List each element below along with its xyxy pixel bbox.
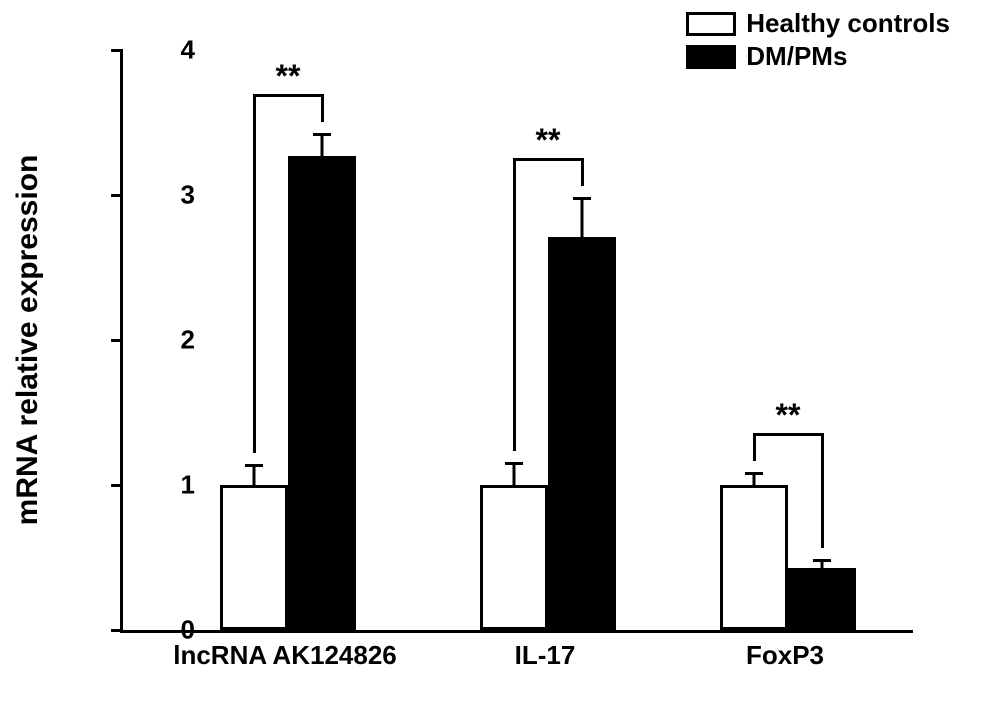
y-tick [111, 194, 123, 197]
significance-label: ** [276, 58, 301, 95]
errorbar-cap [245, 464, 263, 467]
y-tick-label: 1 [181, 470, 195, 501]
sig-bracket-left [753, 433, 756, 461]
errorbar-cap [745, 472, 763, 475]
plot-area: ** ** ** [120, 50, 913, 633]
significance-label: ** [776, 397, 801, 434]
sig-bracket-right [581, 158, 584, 186]
sig-bracket-right [821, 433, 824, 548]
errorbar-cap [313, 133, 331, 136]
bar-healthy-1 [480, 485, 548, 630]
legend-label: Healthy controls [746, 8, 950, 39]
bar-healthy-0 [220, 485, 288, 630]
bar-dmpm-1 [548, 237, 616, 630]
sig-bracket-right [321, 94, 324, 122]
y-axis-label: mRNA relative expression [11, 155, 45, 526]
errorbar-stem [253, 465, 256, 485]
errorbar-stem [321, 134, 324, 156]
x-tick-label: lncRNA AK124826 [173, 640, 397, 671]
legend-item: Healthy controls [686, 8, 950, 39]
bar-dmpm-2 [788, 568, 856, 630]
significance-label: ** [536, 122, 561, 159]
errorbar-stem [513, 463, 516, 485]
y-tick-label: 2 [181, 325, 195, 356]
y-tick [111, 339, 123, 342]
y-tick [111, 629, 123, 632]
y-tick [111, 49, 123, 52]
sig-bracket-left [513, 158, 516, 451]
sig-bracket-left [253, 94, 256, 453]
x-tick-label: FoxP3 [746, 640, 824, 671]
x-tick-label: IL-17 [515, 640, 576, 671]
errorbar-cap [505, 462, 523, 465]
y-tick [111, 484, 123, 487]
bar-healthy-2 [720, 485, 788, 630]
y-tick-label: 4 [181, 35, 195, 66]
y-tick-label: 3 [181, 180, 195, 211]
chart-container: Healthy controls DM/PMs mRNA relative ex… [0, 0, 1000, 720]
legend-swatch-healthy [686, 12, 736, 36]
errorbar-stem [581, 198, 584, 237]
errorbar-cap [573, 197, 591, 200]
bar-dmpm-0 [288, 156, 356, 630]
errorbar-cap [813, 559, 831, 562]
